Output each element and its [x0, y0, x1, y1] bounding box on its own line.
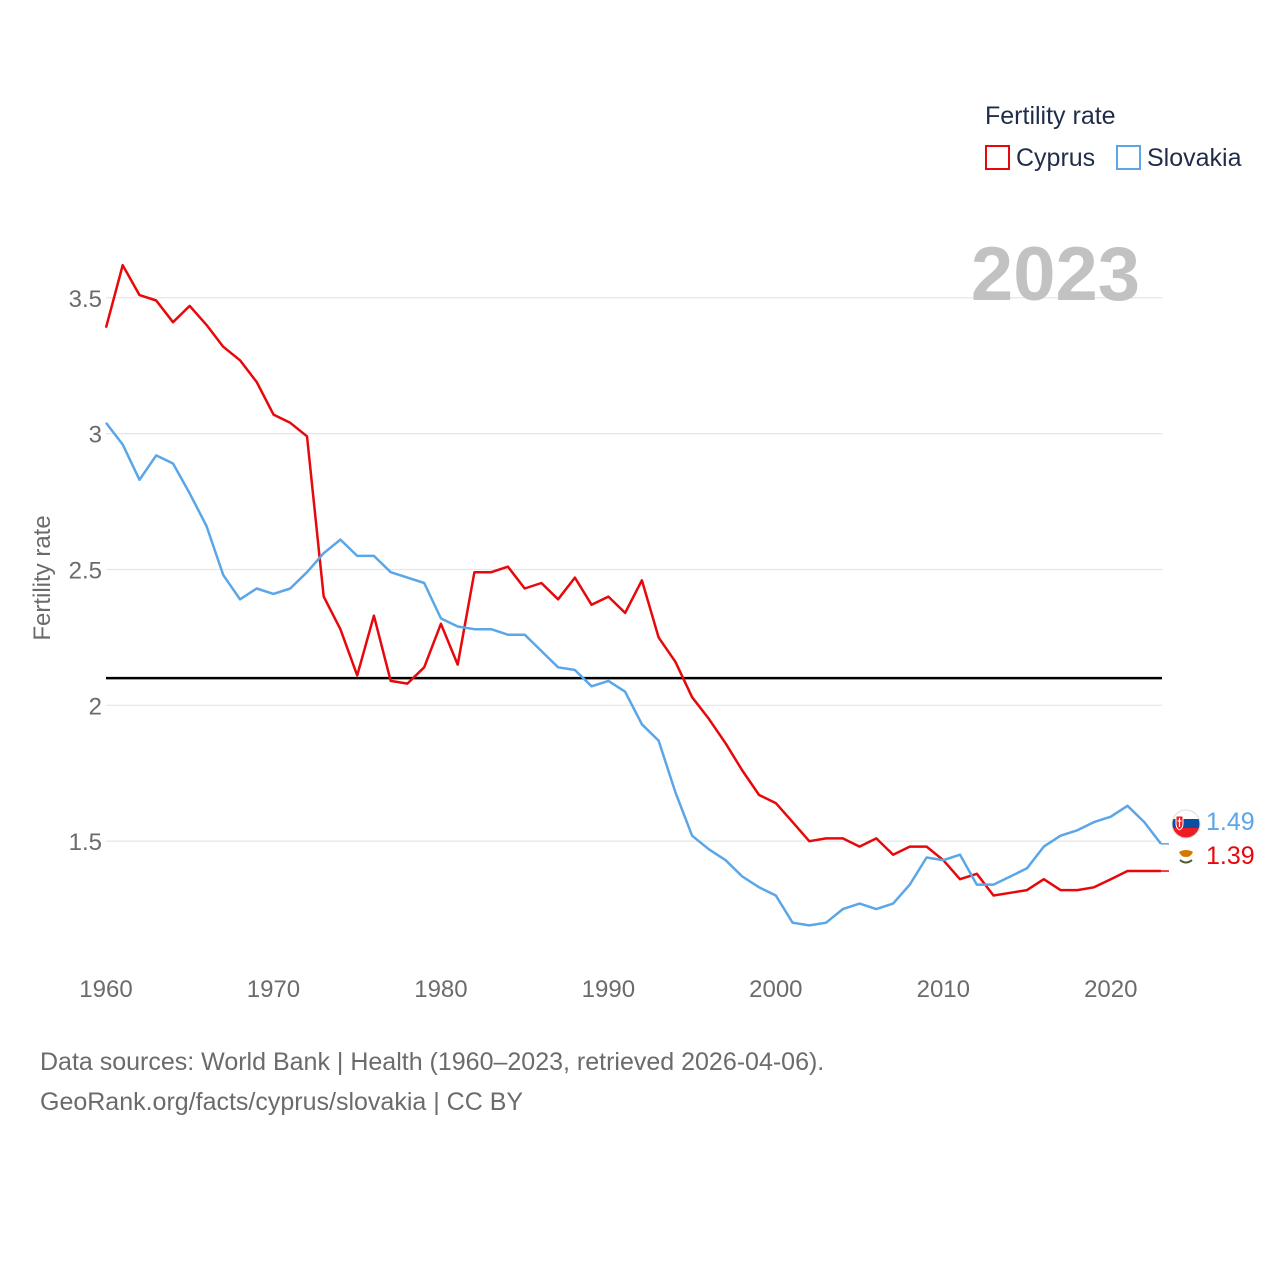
y-tick-label: 1.5: [69, 829, 102, 856]
fertility-line-chart: 1.5 2 2.5 3 3.5 1960 1970 1980 1990 2000 2010 2020…: [29, 102, 1255, 1003]
x-axis-ticks: 1960 1970 1980 1990 2000 2010 2020: [79, 976, 1137, 1003]
year-label: 2023: [971, 232, 1140, 317]
legend-title: Fertility rate: [985, 102, 1116, 130]
legend: Fertility rate Cyprus Slovakia: [985, 102, 1242, 172]
y-axis-title: Fertility rate: [29, 515, 56, 640]
legend-label-cyprus: Cyprus: [1016, 144, 1095, 172]
legend-item-slovakia[interactable]: Slovakia: [1116, 144, 1242, 172]
source-link[interactable]: GeoRank.org/facts/cyprus/slovakia | CC B…: [40, 1088, 524, 1116]
y-tick-label: 3: [89, 422, 102, 449]
x-tick-label: 2020: [1084, 976, 1137, 1003]
slovakia-flag-icon: [1171, 809, 1201, 839]
grid-lines: [106, 297, 1162, 842]
x-tick-label: 1960: [79, 976, 132, 1003]
x-tick-label: 1990: [582, 976, 635, 1003]
legend-item-cyprus[interactable]: Cyprus: [985, 144, 1095, 172]
y-tick-label: 3.5: [69, 286, 102, 313]
series-line-cyprus: [104, 263, 1161, 897]
y-tick-label: 2: [89, 693, 102, 720]
x-tick-label: 2010: [917, 976, 970, 1003]
legend-label-slovakia: Slovakia: [1147, 144, 1242, 172]
end-labels: 1.49 1.39: [1171, 808, 1255, 871]
y-tick-label: 2.5: [69, 557, 102, 584]
x-tick-label: 1980: [414, 976, 467, 1003]
slovakia-end-value: 1.49: [1206, 808, 1255, 836]
series-lines: [104, 263, 1169, 927]
cyprus-end-value: 1.39: [1206, 842, 1255, 870]
cyprus-flag-icon: [1172, 843, 1200, 871]
series-line-slovakia: [105, 422, 1162, 927]
footer: Data sources: World Bank | Health (1960–…: [40, 1042, 824, 1122]
legend-swatch-slovakia: [1116, 145, 1141, 170]
legend-swatch-cyprus: [985, 145, 1010, 170]
y-axis-ticks: 1.5 2 2.5 3 3.5: [69, 286, 102, 856]
x-tick-label: 1970: [247, 976, 300, 1003]
data-sources-text: Data sources: World Bank | Health (1960–…: [40, 1048, 825, 1076]
x-tick-label: 2000: [749, 976, 802, 1003]
